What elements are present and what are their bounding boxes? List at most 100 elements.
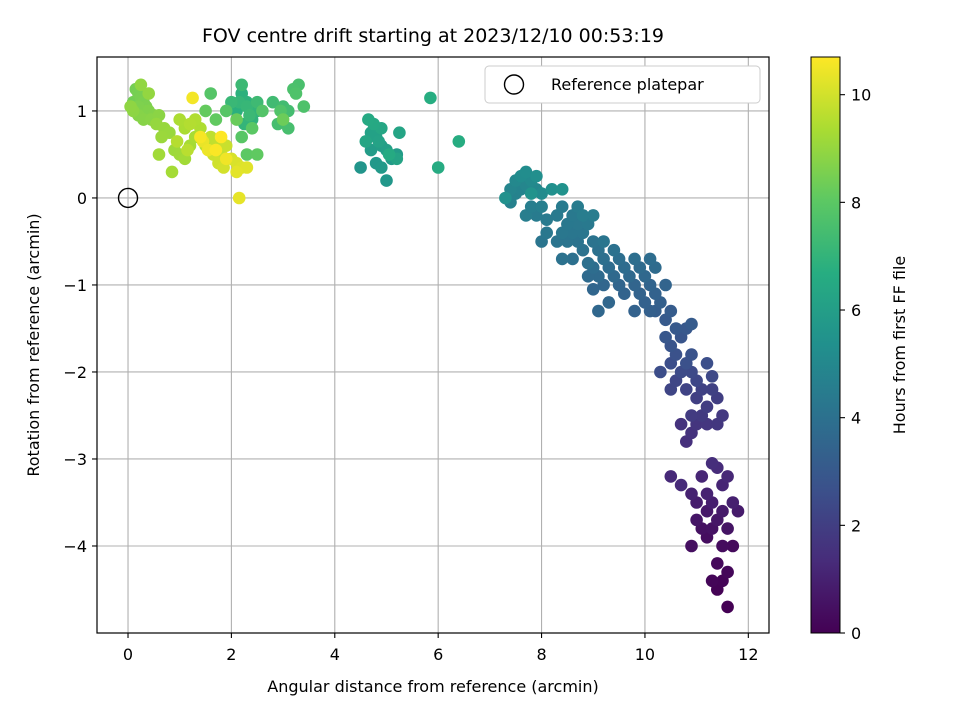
data-point <box>674 478 688 492</box>
data-point <box>700 357 714 370</box>
x-tick-label: 6 <box>433 645 443 664</box>
data-point <box>235 78 248 92</box>
data-point <box>721 522 734 535</box>
data-point <box>209 113 223 126</box>
data-point <box>664 470 678 483</box>
data-point <box>219 152 233 166</box>
data-point <box>659 278 672 292</box>
data-point <box>643 252 657 266</box>
data-point <box>240 148 254 161</box>
legend-frame <box>484 65 761 104</box>
colorbar-tick-label: 4 <box>851 409 861 428</box>
x-tick-label: 8 <box>536 645 546 664</box>
x-axis-ticks: 0 2 4 6 8 10 12 <box>123 633 759 664</box>
data-point <box>519 165 533 179</box>
data-point <box>372 135 386 148</box>
data-point <box>375 161 388 174</box>
data-point <box>524 187 538 200</box>
data-point <box>680 383 693 396</box>
y-tick-label: −4 <box>63 537 87 556</box>
reference-point <box>117 187 139 209</box>
data-point <box>243 109 256 122</box>
data-point <box>716 409 729 422</box>
data-point <box>685 348 698 361</box>
legend: Reference platepar <box>484 65 761 104</box>
data-point <box>499 191 512 205</box>
data-point <box>555 200 569 213</box>
data-point <box>431 161 445 174</box>
data-point <box>165 165 179 179</box>
data-point <box>186 91 199 105</box>
data-point <box>289 87 303 100</box>
data-point <box>155 130 168 144</box>
data-point <box>607 243 621 257</box>
data-point <box>214 130 228 144</box>
data-point <box>393 126 406 139</box>
data-point <box>555 183 569 196</box>
data-point <box>359 135 373 148</box>
data-point <box>240 161 254 174</box>
data-point <box>721 600 734 614</box>
data-point <box>705 383 719 396</box>
data-point <box>540 226 553 240</box>
data-point <box>142 87 155 100</box>
x-tick-label: 10 <box>635 645 655 664</box>
data-point <box>219 104 233 118</box>
data-point <box>726 539 740 553</box>
data-point <box>586 209 600 222</box>
data-point <box>235 130 248 144</box>
data-point <box>276 113 290 126</box>
data-point <box>721 565 734 579</box>
colorbar-tick-label: 0 <box>851 624 861 643</box>
data-point <box>380 174 393 187</box>
data-point <box>700 487 714 501</box>
data-point <box>669 322 683 335</box>
data-point <box>716 539 729 553</box>
data-point <box>170 135 184 148</box>
colorbar-label: Hours from first FF file <box>890 256 909 435</box>
data-point <box>183 117 197 131</box>
data-point <box>685 317 698 331</box>
data-point <box>124 100 137 113</box>
data-point <box>711 557 724 570</box>
data-point <box>659 330 672 344</box>
data-point <box>586 283 600 296</box>
data-point <box>230 165 243 179</box>
data-point <box>726 496 740 509</box>
data-point <box>250 148 264 161</box>
colorbar <box>810 56 841 634</box>
data-point <box>354 161 367 174</box>
data-point <box>362 113 375 126</box>
colorbar-ticks: 0 2 4 6 8 10 <box>840 86 871 643</box>
y-tick-label: −3 <box>63 450 87 469</box>
data-point <box>540 213 553 226</box>
data-point <box>545 183 559 196</box>
data-point <box>628 252 641 266</box>
legend-marker-icon <box>503 74 525 95</box>
data-point <box>685 487 698 501</box>
data-point <box>266 95 280 109</box>
data-point <box>602 296 616 309</box>
data-point <box>705 457 719 470</box>
data-point <box>566 252 579 266</box>
data-point <box>555 252 569 266</box>
data-point <box>597 235 610 248</box>
data-point <box>586 235 600 248</box>
colorbar-tick-label: 6 <box>851 301 861 320</box>
data-point <box>209 143 223 157</box>
data-point <box>690 513 703 527</box>
x-tick-label: 0 <box>123 645 133 664</box>
data-point <box>297 100 311 113</box>
data-point <box>152 148 166 161</box>
data-point <box>230 113 243 126</box>
data-point <box>581 256 595 270</box>
data-point <box>530 169 543 183</box>
x-tick-label: 4 <box>330 645 340 664</box>
data-point <box>524 200 538 213</box>
y-axis-label: Rotation from reference (arcmin) <box>24 213 43 476</box>
y-tick-label: −2 <box>63 363 87 382</box>
data-point <box>382 148 396 161</box>
x-tick-label: 2 <box>226 645 236 664</box>
data-point <box>452 135 466 148</box>
